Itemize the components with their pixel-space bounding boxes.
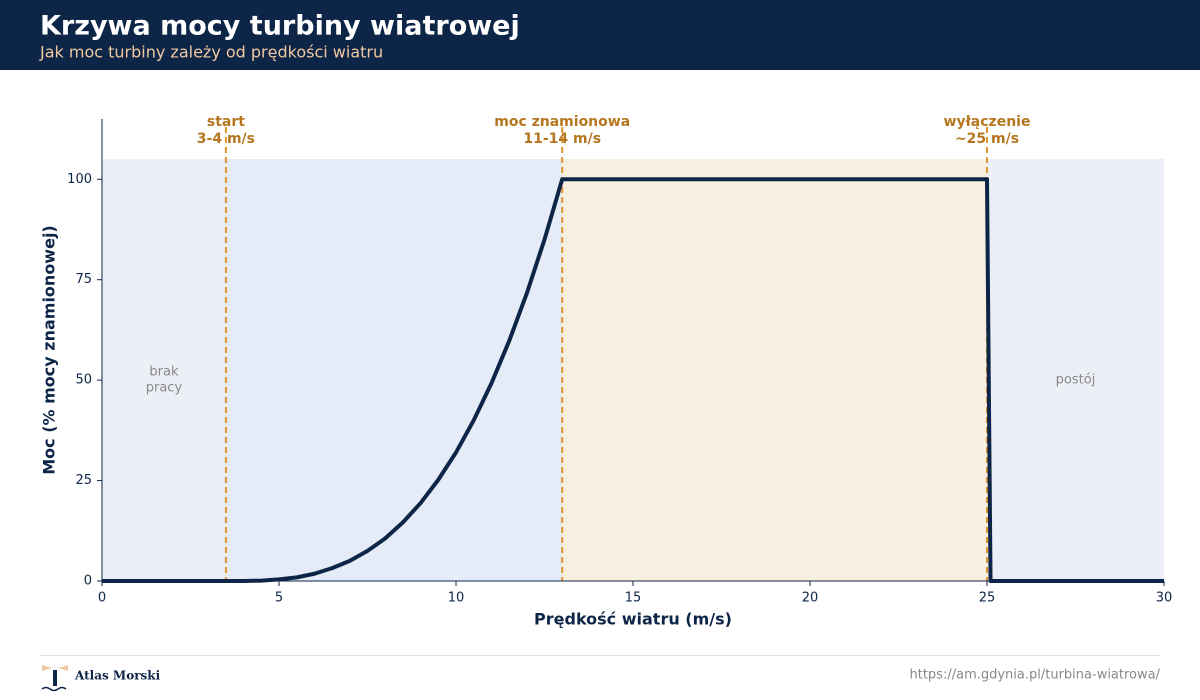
x-tick-label: 15 bbox=[625, 591, 642, 606]
y-tick-label: 75 bbox=[75, 272, 92, 287]
zone bbox=[225, 159, 563, 581]
marker-label: start bbox=[207, 114, 245, 130]
x-axis-label: Prędkość wiatru (m/s) bbox=[534, 610, 732, 629]
zone-label: postój bbox=[1056, 373, 1096, 388]
x-tick-label: 5 bbox=[275, 591, 283, 606]
zone-label: pracy bbox=[146, 381, 183, 396]
zone-label: brak bbox=[149, 365, 179, 380]
logo bbox=[41, 665, 68, 692]
marker-label: moc znamionowa bbox=[494, 114, 630, 130]
footer-brand: Atlas Morski bbox=[74, 669, 161, 683]
page-subtitle: Jak moc turbiny zależy od prędkości wiat… bbox=[39, 43, 383, 62]
x-tick-label: 25 bbox=[979, 591, 996, 606]
power-curve bbox=[102, 177, 1164, 583]
footer-url: https://am.gdynia.pl/turbina-wiatrowa/ bbox=[910, 668, 1161, 683]
x-tick-label: 20 bbox=[802, 591, 819, 606]
zone bbox=[102, 159, 226, 581]
zone bbox=[562, 159, 987, 581]
marker-label: 11-14 m/s bbox=[523, 131, 601, 147]
y-tick-label: 50 bbox=[75, 373, 92, 388]
x-tick-label: 0 bbox=[98, 591, 106, 606]
y-tick-label: 25 bbox=[75, 473, 92, 488]
x-tick-label: 10 bbox=[448, 591, 465, 606]
marker-label: ~25 m/s bbox=[955, 131, 1019, 147]
y-tick-label: 0 bbox=[84, 574, 92, 589]
y-axis-label: Moc (% mocy znamionowej) bbox=[40, 225, 59, 475]
marker-label: wyłączenie bbox=[944, 114, 1031, 130]
zone bbox=[987, 159, 1164, 581]
page-title: Krzywa mocy turbiny wiatrowej bbox=[40, 11, 520, 42]
header-bar bbox=[0, 0, 1200, 70]
x-tick-label: 30 bbox=[1156, 591, 1173, 606]
marker-label: 3-4 m/s bbox=[197, 131, 255, 147]
y-tick-label: 100 bbox=[67, 172, 92, 187]
